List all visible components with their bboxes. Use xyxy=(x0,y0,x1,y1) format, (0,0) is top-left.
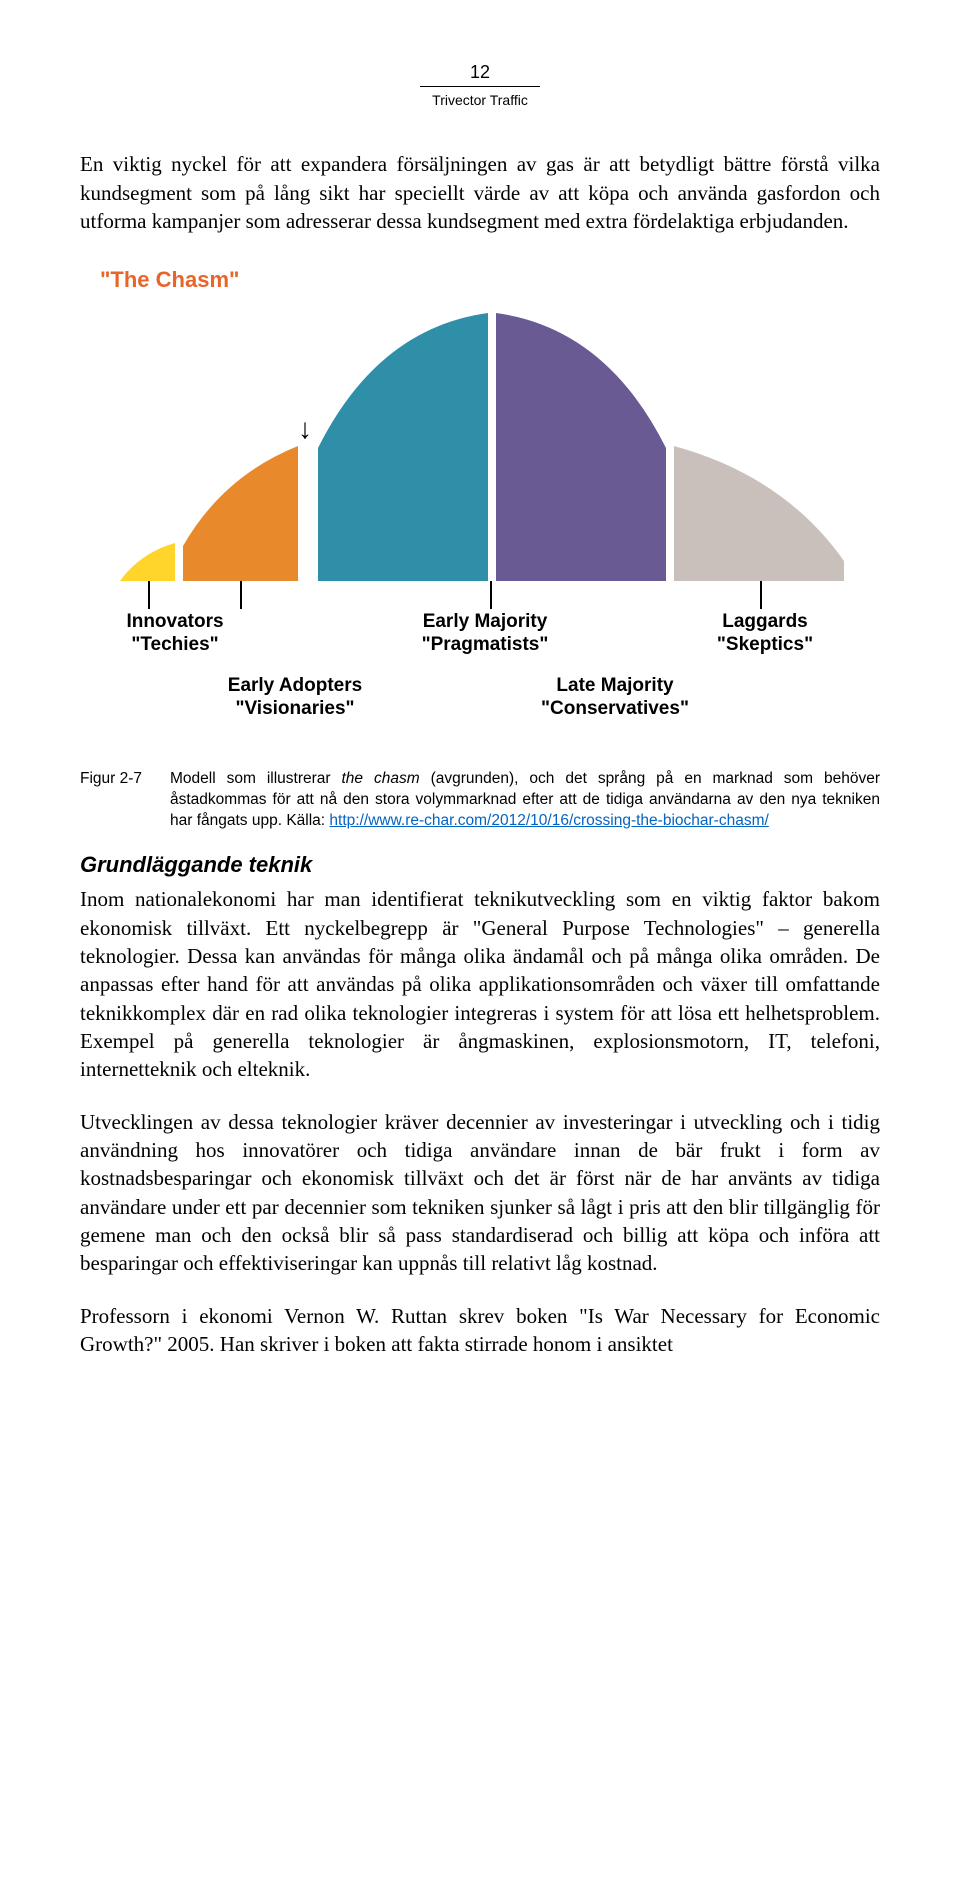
label-row-top: Innovators "Techies" Early Majority "Pra… xyxy=(120,611,840,675)
paragraph-4: Professorn i ekonomi Vernon W. Ruttan sk… xyxy=(80,1302,880,1359)
label-line: "Conservatives" xyxy=(490,698,740,721)
label-line: "Visionaries" xyxy=(180,698,410,721)
label-line: Early Majority xyxy=(370,611,600,634)
late-majority-segment xyxy=(496,313,666,581)
caption-italic: the chasm xyxy=(342,770,420,787)
tick xyxy=(148,581,150,609)
tick xyxy=(760,581,762,609)
intro-paragraph: En viktig nyckel för att expandera försä… xyxy=(80,150,880,235)
label-laggards: Laggards "Skeptics" xyxy=(680,611,850,657)
label-line: "Skeptics" xyxy=(680,634,850,657)
figure-tag: Figur 2-7 xyxy=(80,769,170,832)
figure-caption: Figur 2-7 Modell som illustrerar the cha… xyxy=(80,769,880,832)
label-late-majority: Late Majority "Conservatives" xyxy=(490,675,740,721)
early-majority-segment xyxy=(318,313,488,581)
header-divider xyxy=(420,86,540,87)
arrow-down-icon: ↓ xyxy=(298,414,312,445)
subheading: Grundläggande teknik xyxy=(80,850,880,880)
paragraph-2: Inom nationalekonomi har man identifiera… xyxy=(80,885,880,1083)
caption-pre: Modell som illustrerar xyxy=(170,770,342,787)
label-line: Laggards xyxy=(680,611,850,634)
tick xyxy=(240,581,242,609)
chasm-arrow-icon: ↓ xyxy=(298,411,312,449)
label-line: "Pragmatists" xyxy=(370,634,600,657)
label-line: Innovators xyxy=(90,611,260,634)
page-number: 12 xyxy=(80,60,880,84)
label-line: Late Majority xyxy=(490,675,740,698)
paragraph-3: Utvecklingen av dessa teknologier kräver… xyxy=(80,1108,880,1278)
caption-link[interactable]: http://www.re-char.com/2012/10/16/crossi… xyxy=(329,812,768,829)
org-name: Trivector Traffic xyxy=(80,91,880,110)
label-line: "Techies" xyxy=(90,634,260,657)
chasm-title: "The Chasm" xyxy=(100,265,880,295)
tick xyxy=(490,581,492,609)
innovators-segment xyxy=(120,543,175,581)
chasm-stage: ↓ xyxy=(120,301,840,581)
laggards-segment xyxy=(674,446,844,581)
figure-caption-text: Modell som illustrerar the chasm (avgrun… xyxy=(170,769,880,832)
chasm-diagram: "The Chasm" ↓ Innovators "Techies" xyxy=(80,265,880,739)
label-innovators: Innovators "Techies" xyxy=(90,611,260,657)
tick-row xyxy=(120,581,840,611)
early-adopters-segment xyxy=(183,446,298,581)
label-line: Early Adopters xyxy=(180,675,410,698)
page-header: 12 Trivector Traffic xyxy=(80,60,880,110)
label-row-bottom: Early Adopters "Visionaries" Late Majori… xyxy=(120,675,840,739)
label-early-majority: Early Majority "Pragmatists" xyxy=(370,611,600,657)
label-early-adopters: Early Adopters "Visionaries" xyxy=(180,675,410,721)
